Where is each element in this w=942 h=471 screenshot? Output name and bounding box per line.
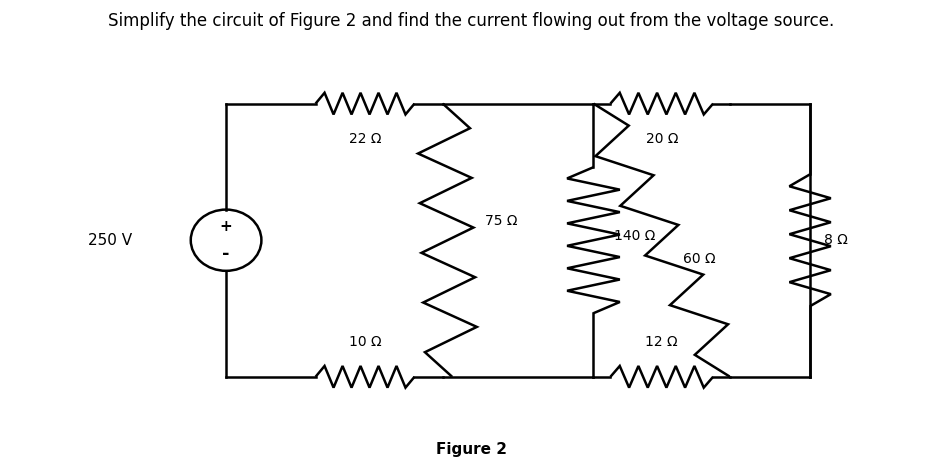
Text: 12 Ω: 12 Ω: [645, 334, 678, 349]
Text: 250 V: 250 V: [88, 233, 132, 248]
Text: 60 Ω: 60 Ω: [683, 252, 716, 266]
Text: 22 Ω: 22 Ω: [349, 132, 382, 146]
Text: +: +: [219, 219, 233, 234]
Text: Figure 2: Figure 2: [435, 442, 507, 457]
Text: Simplify the circuit of Figure 2 and find the current flowing out from the volta: Simplify the circuit of Figure 2 and fin…: [108, 12, 834, 30]
Text: 20 Ω: 20 Ω: [645, 132, 678, 146]
Text: -: -: [222, 245, 230, 263]
Text: 10 Ω: 10 Ω: [349, 334, 382, 349]
Text: 75 Ω: 75 Ω: [485, 214, 518, 228]
Text: 140 Ω: 140 Ω: [614, 228, 656, 243]
Text: 8 Ω: 8 Ω: [824, 233, 848, 247]
